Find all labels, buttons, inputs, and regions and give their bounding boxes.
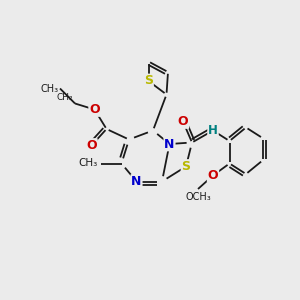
Text: O: O xyxy=(86,139,97,152)
Text: O: O xyxy=(178,115,188,128)
Text: CH₂: CH₂ xyxy=(57,93,74,102)
Text: OCH₃: OCH₃ xyxy=(185,192,211,202)
Text: S: S xyxy=(182,160,190,173)
Text: CH₃: CH₃ xyxy=(40,83,58,94)
Text: CH₃: CH₃ xyxy=(79,158,98,169)
Text: H: H xyxy=(208,124,218,137)
Text: O: O xyxy=(89,103,100,116)
Text: N: N xyxy=(131,175,142,188)
Text: N: N xyxy=(164,137,175,151)
Text: S: S xyxy=(144,74,153,88)
Text: O: O xyxy=(208,169,218,182)
